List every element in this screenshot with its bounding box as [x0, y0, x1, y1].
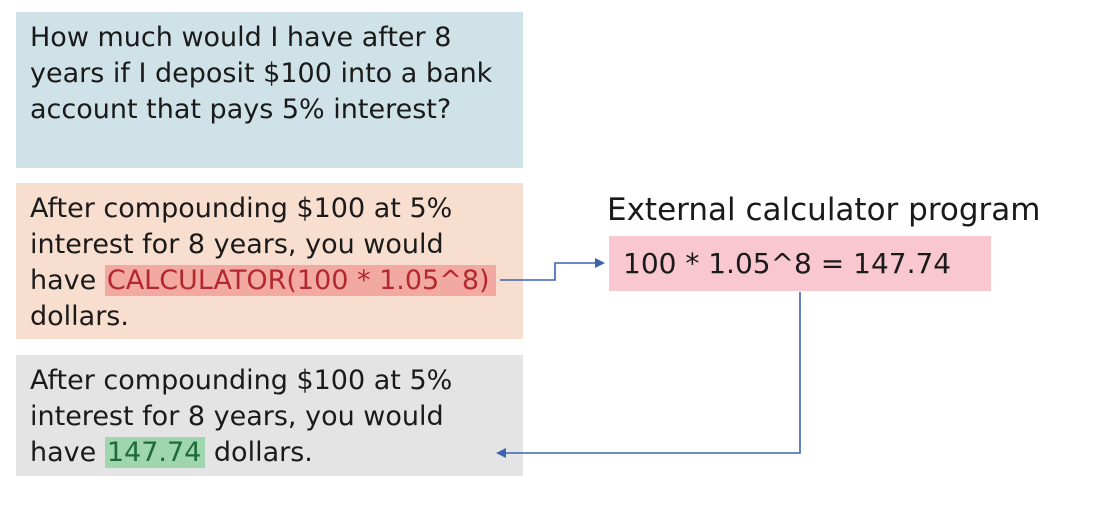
- arrow-to-calculator: [500, 258, 605, 281]
- calculator-call: CALCULATOR(100 * 1.05^8): [104, 265, 496, 296]
- llm-output-text-before: After compounding $100 at 5% interest fo…: [30, 193, 453, 296]
- question-box: How much would I have after 8 years if I…: [16, 12, 523, 168]
- result-value: 147.74: [104, 437, 206, 468]
- final-answer-box: After compounding $100 at 5% interest fo…: [16, 355, 523, 476]
- question-text: How much would I have after 8 years if I…: [30, 22, 493, 125]
- arrow-to-final-answer: [496, 292, 801, 458]
- calculator-title: External calculator program: [607, 192, 1041, 228]
- final-answer-text-after: dollars.: [205, 437, 313, 468]
- calculator-box: 100 * 1.05^8 = 147.74: [609, 236, 991, 291]
- calculator-expression: 100 * 1.05^8 = 147.74: [623, 247, 952, 280]
- llm-output-box: After compounding $100 at 5% interest fo…: [16, 183, 523, 339]
- llm-output-text-after: dollars.: [30, 301, 129, 332]
- final-answer-text-before: After compounding $100 at 5% interest fo…: [30, 365, 453, 468]
